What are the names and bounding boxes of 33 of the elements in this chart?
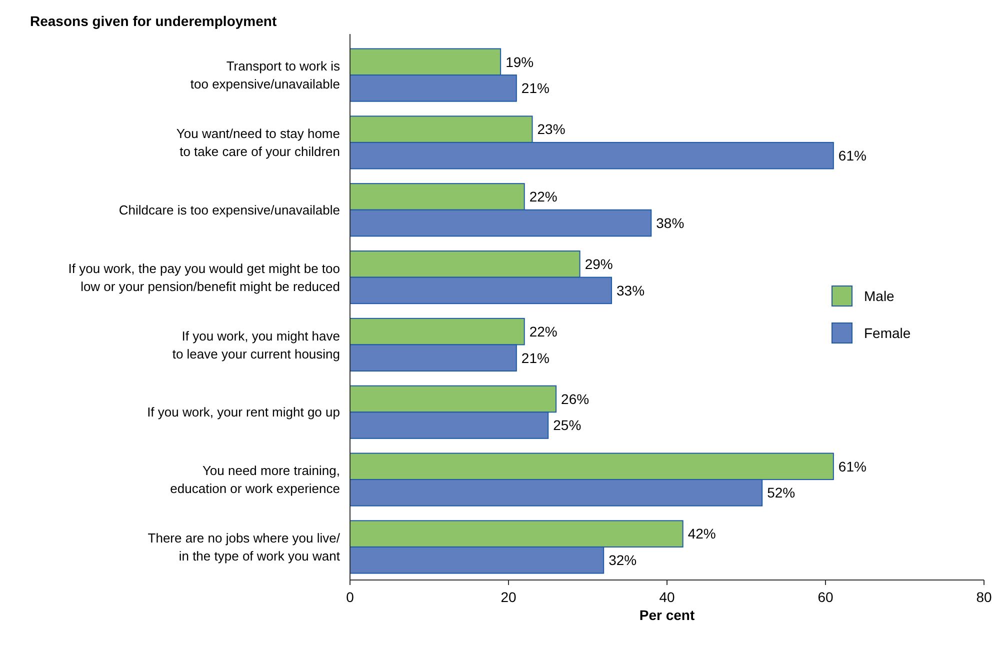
y-tick-label: If you work, your rent might go up	[147, 404, 340, 420]
data-label: 22%	[529, 323, 558, 340]
x-axis-title: Per cent	[639, 607, 695, 623]
data-label: 21%	[521, 350, 550, 366]
data-label: 38%	[656, 214, 684, 231]
x-tick-label: 60	[818, 589, 834, 605]
y-tick-label: Childcare is too expensive/unavailable	[118, 202, 340, 218]
x-tick-label: 20	[500, 589, 516, 605]
data-label: 33%	[616, 282, 645, 298]
data-label: 23%	[537, 121, 566, 138]
data-label: 21%	[521, 80, 550, 96]
data-label: 26%	[561, 390, 590, 407]
y-tick-label: If you work, the pay you would get might be too low or your pension/benefit might be reduced	[68, 260, 340, 294]
y-tick-label: Transport to work is too expensive/unavailable	[190, 58, 340, 92]
y-tick-label: You want/need to stay home to take care of your children	[176, 126, 340, 160]
y-tick-label: If you work, you might have to leave your current housing	[172, 328, 340, 362]
data-label: 61%	[838, 148, 866, 164]
y-tick-label: You need more training, education or work experience	[170, 463, 340, 496]
data-label: 22%	[529, 188, 558, 205]
data-label: 61%	[838, 458, 866, 474]
data-label: 19%	[506, 54, 534, 70]
x-tick-label: 80	[976, 589, 992, 605]
data-label: 29%	[584, 256, 613, 272]
x-tick-label: 0	[346, 589, 354, 605]
data-label: 52%	[767, 484, 796, 501]
legend-label: Female	[864, 324, 911, 341]
y-tick-label: There are no jobs where you live/ in the type of work you want	[148, 530, 340, 564]
data-label: 32%	[608, 552, 637, 568]
data-label: 25%	[553, 417, 582, 434]
x-tick-label: 40	[659, 589, 675, 605]
text: Reasons given for underemployment	[30, 13, 277, 29]
data-label: 42%	[688, 526, 716, 542]
legend-label: Male	[864, 288, 895, 304]
